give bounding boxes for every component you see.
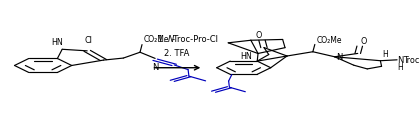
- Text: N: N: [152, 62, 158, 71]
- Text: N: N: [168, 35, 174, 44]
- Text: N: N: [397, 56, 404, 65]
- Text: -Troc-Pro-Cl: -Troc-Pro-Cl: [171, 35, 218, 44]
- Text: Troc: Troc: [403, 56, 420, 65]
- Text: CO₂Me: CO₂Me: [317, 35, 342, 44]
- Text: O: O: [361, 37, 368, 46]
- Text: HN: HN: [240, 52, 252, 60]
- Text: 2. TFA: 2. TFA: [164, 48, 190, 57]
- Text: N: N: [336, 53, 342, 62]
- Text: O: O: [256, 31, 262, 40]
- Text: H: H: [397, 62, 403, 71]
- Text: 1.: 1.: [158, 35, 168, 44]
- Text: HN: HN: [52, 38, 63, 47]
- Text: Cl: Cl: [84, 36, 92, 44]
- Text: CO₂Me: CO₂Me: [144, 35, 170, 44]
- Text: H: H: [382, 50, 388, 59]
